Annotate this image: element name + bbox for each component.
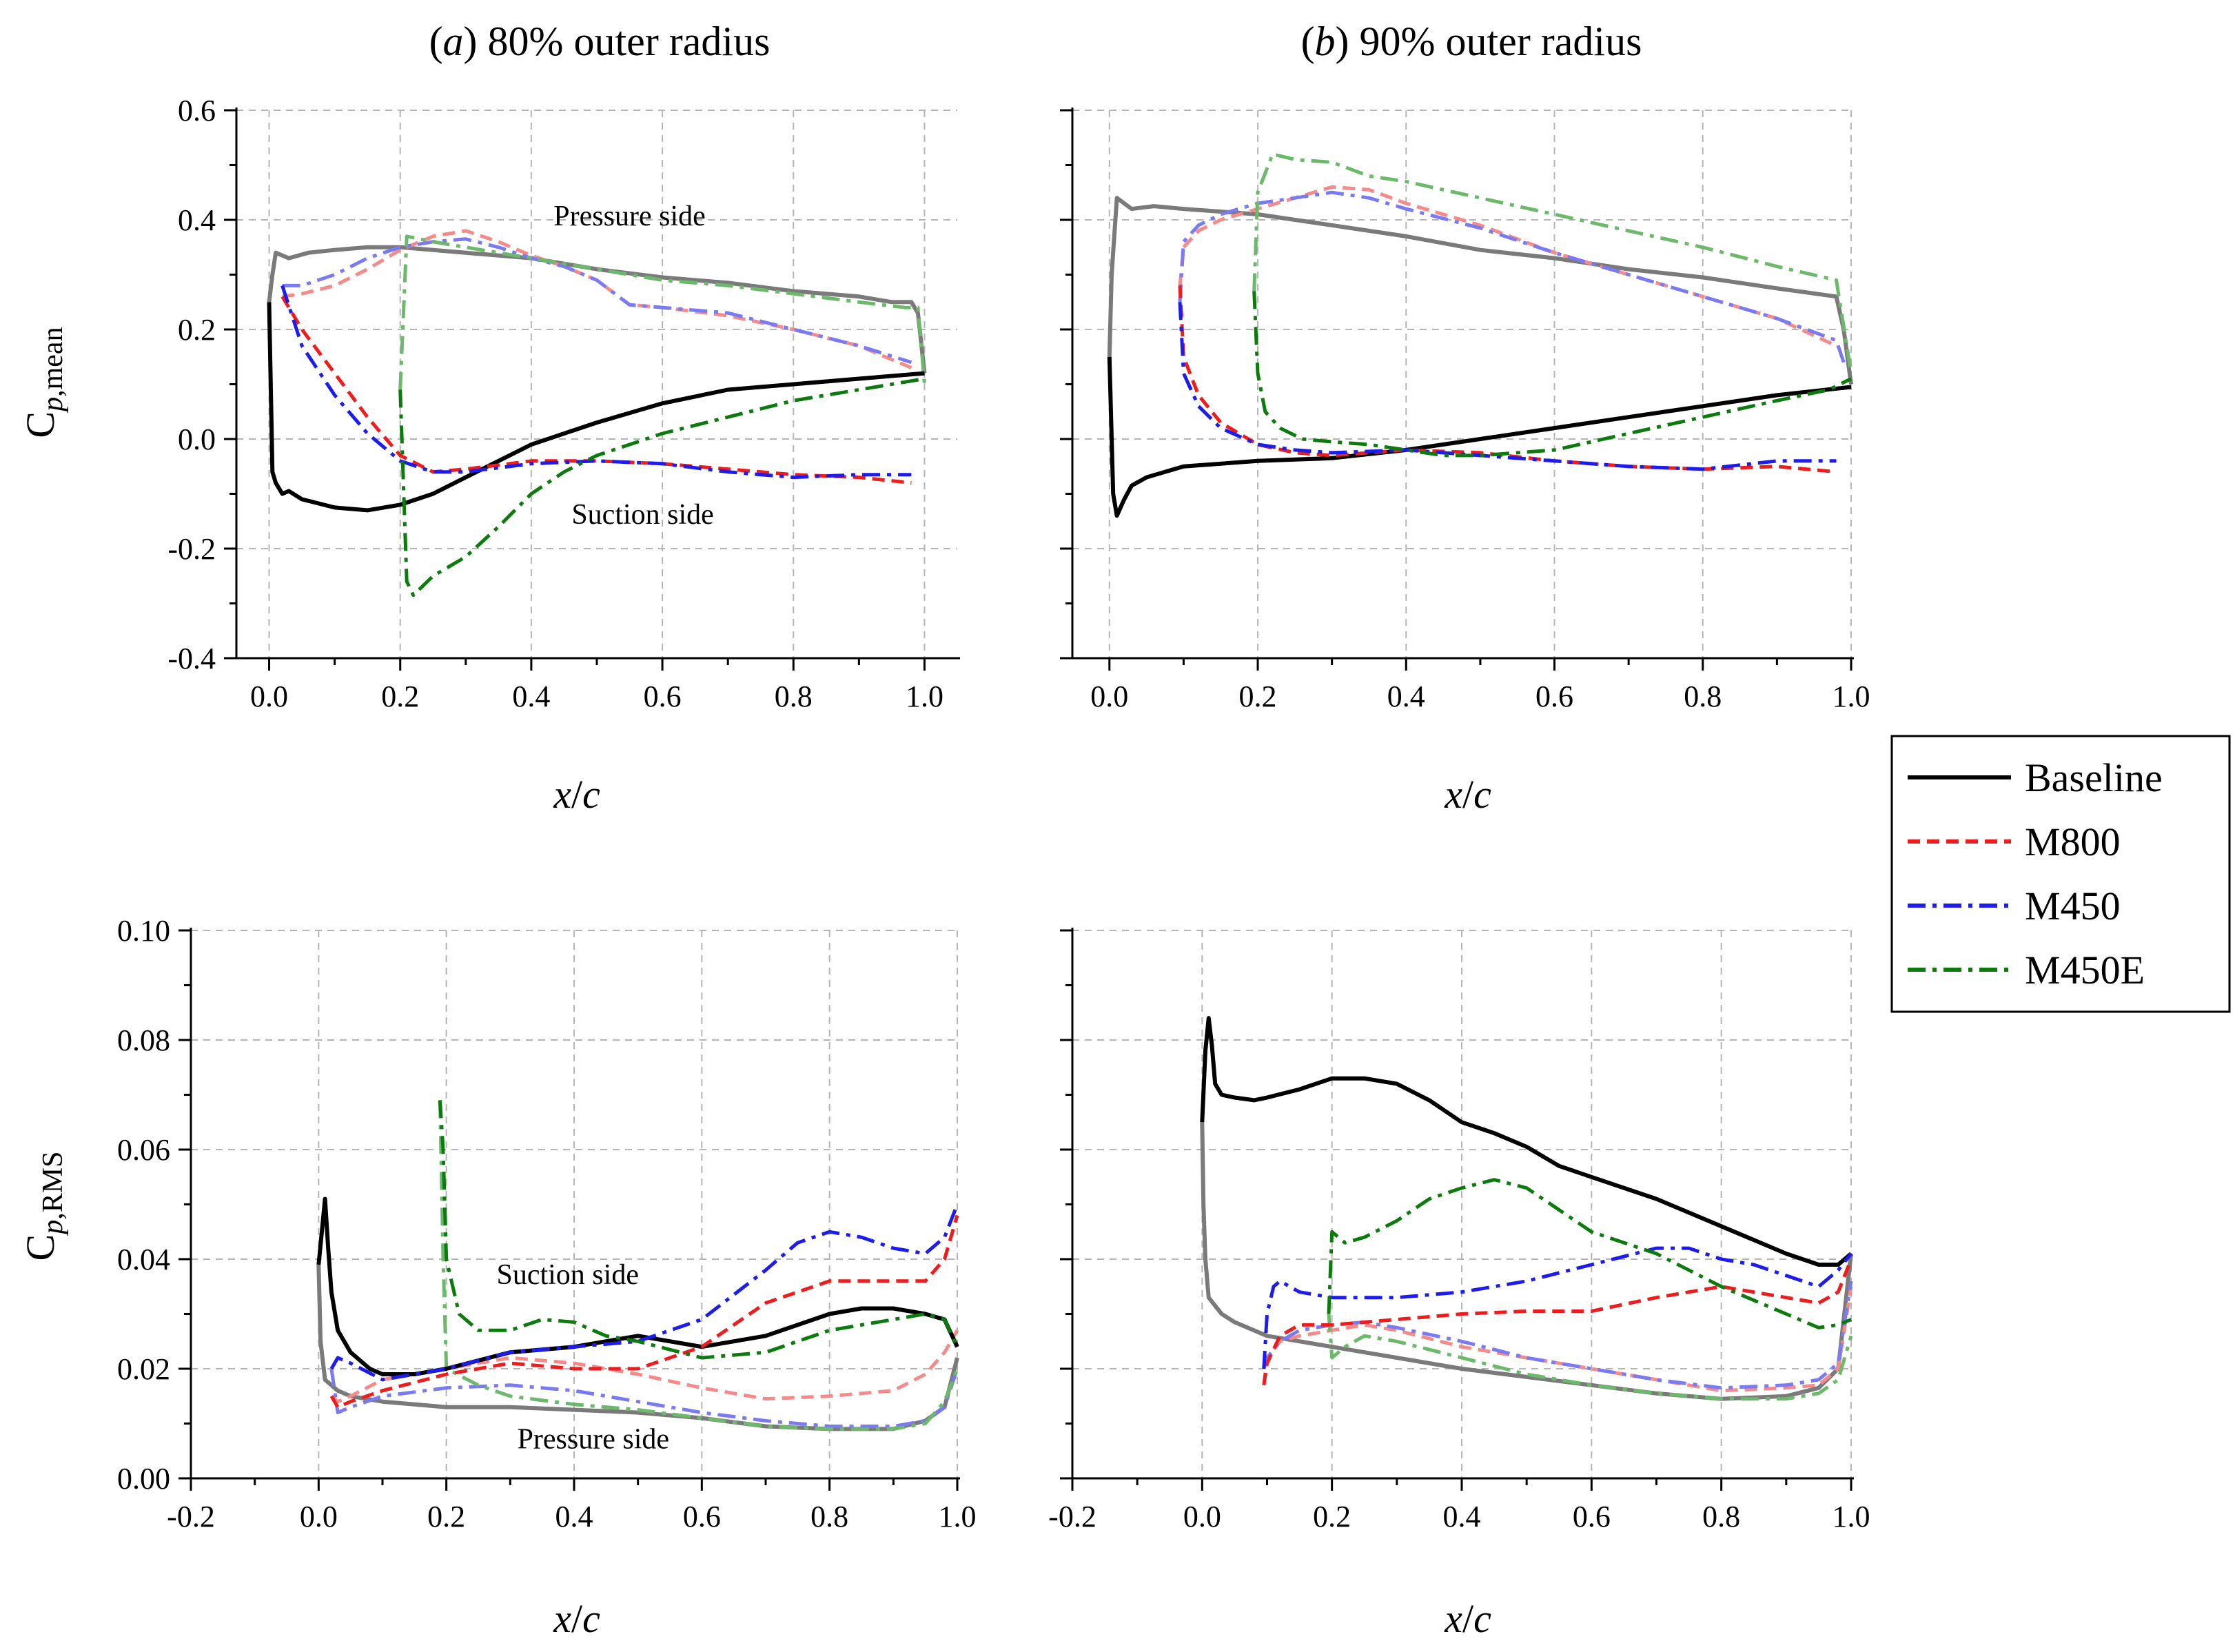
x-tick-label: 0.6 (644, 680, 682, 713)
x-tick-label: 0.2 (1239, 680, 1277, 713)
series-m450e-suction (438, 1100, 959, 1360)
y-tick-label: 0.06 (117, 1133, 170, 1167)
x-tick-label: 0.6 (683, 1500, 721, 1533)
x-axis-label-b-rms: x/c (1444, 1596, 1491, 1641)
series-m450-pressure (1262, 1281, 1853, 1390)
series-m450e-pressure (398, 234, 926, 390)
series-m800-pressure (282, 229, 912, 369)
series-m450e-pressure (1327, 1314, 1853, 1401)
series-m450e-pressure (1252, 152, 1853, 374)
panel-a-title: (a) 80% outer radius (429, 19, 770, 64)
x-tick-label: 0.4 (1387, 680, 1425, 713)
x-tick-label: 1.0 (1833, 1500, 1870, 1533)
x-tick-label: -0.2 (167, 1500, 215, 1533)
y-tick-label: 0.02 (117, 1352, 170, 1386)
y-tick-label: 0.2 (178, 313, 216, 347)
x-axis-label-a-rms: x/c (553, 1596, 600, 1641)
y-tick-label: 0.10 (117, 914, 170, 948)
legend-label-m450: M450 (2025, 884, 2121, 928)
y-tick-label: 0.0 (178, 422, 216, 456)
annotation-suction-side: Suction side (571, 499, 714, 531)
legend-label-m450e: M450E (2025, 948, 2145, 992)
x-tick-label: 0.2 (381, 680, 419, 713)
series-m800-pressure (1262, 1286, 1853, 1393)
panel-b-rms: -0.2 0.0 0.2 0.4 0.6 0.8 1.0 (1048, 928, 1870, 1533)
legend-item-m800: M800 (1908, 819, 2121, 864)
panel-a-mean: 0.0 0.2 0.4 0.6 0.8 1.0 -0.4 -0.2 0.0 0.2 0.4 0.6 Pr… (167, 94, 960, 713)
series-m450e-suction (1252, 291, 1853, 458)
x-tick-label: 0.8 (1684, 680, 1722, 713)
series-m800-pressure (1178, 185, 1837, 348)
series-m450e-suction (1327, 1178, 1852, 1329)
legend-label-m800: M800 (2025, 819, 2121, 864)
x-axis-label-a-mean: x/c (553, 772, 600, 817)
series-m450-suction (329, 1203, 959, 1382)
panel-b-mean: 0.0 0.2 0.4 0.6 0.8 1.0 (1060, 108, 1870, 713)
series-baseline-pressure (1200, 1122, 1853, 1401)
x-tick-label: 0.8 (1702, 1500, 1740, 1533)
series-m800-pressure (330, 1329, 959, 1404)
x-tick-label: 1.0 (906, 680, 943, 713)
y-tick-label: 0.00 (117, 1462, 170, 1496)
y-axis-label-mean: Cp,mean (18, 327, 69, 438)
series-m450-suction (280, 285, 912, 480)
legend-item-baseline: Baseline (1908, 755, 2163, 800)
annotation-suction-side: Suction side (496, 1259, 639, 1291)
annotation-pressure-side: Pressure side (553, 201, 705, 232)
series-m450-pressure (282, 237, 912, 365)
x-tick-label: 0.2 (1313, 1500, 1351, 1533)
x-tick-label: 0.0 (250, 680, 288, 713)
x-tick-label: 1.0 (939, 1500, 977, 1533)
x-tick-label: 0.0 (1183, 1500, 1221, 1533)
x-tick-label: 0.8 (775, 680, 813, 713)
y-tick-label: 0.6 (178, 94, 216, 128)
legend-label-baseline: Baseline (2025, 755, 2163, 800)
legend-item-m450e: M450E (1908, 948, 2145, 992)
series-baseline-suction (1107, 356, 1852, 518)
x-tick-label: 0.4 (1443, 1500, 1481, 1533)
series-baseline-pressure (267, 245, 927, 374)
series-m800-suction (1262, 1258, 1853, 1386)
x-tick-label: 0.6 (1535, 680, 1573, 713)
x-tick-label: 0.8 (810, 1500, 848, 1533)
series-m800-suction (1178, 285, 1837, 474)
y-tick-label: 0.04 (117, 1243, 170, 1276)
x-tick-label: -0.2 (1048, 1500, 1096, 1533)
series-m450-suction (1262, 1246, 1853, 1369)
y-axis-label-rms: Cp,RMS (18, 1152, 69, 1261)
series-m450-pressure (329, 1368, 959, 1428)
legend-item-m450: M450 (1908, 884, 2121, 928)
x-tick-label: 0.6 (1573, 1500, 1611, 1533)
y-tick-label: -0.2 (167, 532, 216, 566)
x-tick-label: 0.2 (427, 1500, 465, 1533)
legend: Baseline M800 M450 M450E (1890, 735, 2231, 1013)
y-tick-label: 0.08 (117, 1023, 170, 1057)
x-tick-label: 0.4 (555, 1500, 593, 1533)
x-tick-label: 0.4 (512, 680, 550, 713)
series-m800-suction (329, 1214, 959, 1409)
series-baseline-suction (1200, 1016, 1853, 1267)
x-tick-label: 0.0 (300, 1500, 338, 1533)
series-baseline-pressure (1107, 196, 1853, 385)
y-tick-label: -0.4 (167, 642, 216, 675)
y-tick-label: 0.4 (178, 203, 216, 237)
panel-a-rms: -0.2 0.0 0.2 0.4 0.6 0.8 1.0 0.00 0.02 0.04 0.06 0.… (117, 914, 977, 1533)
series-m800-suction (280, 296, 912, 485)
x-axis-label-b-mean: x/c (1444, 772, 1491, 817)
series-baseline-suction (267, 302, 925, 513)
series-m450-pressure (1178, 190, 1846, 363)
panel-b-title: (b) 90% outer radius (1301, 19, 1642, 64)
x-tick-label: 1.0 (1833, 680, 1870, 713)
x-tick-label: 0.0 (1090, 680, 1128, 713)
series-m450-suction (1178, 302, 1837, 471)
annotation-pressure-side: Pressure side (518, 1423, 669, 1455)
legend-box (1890, 735, 2231, 1013)
